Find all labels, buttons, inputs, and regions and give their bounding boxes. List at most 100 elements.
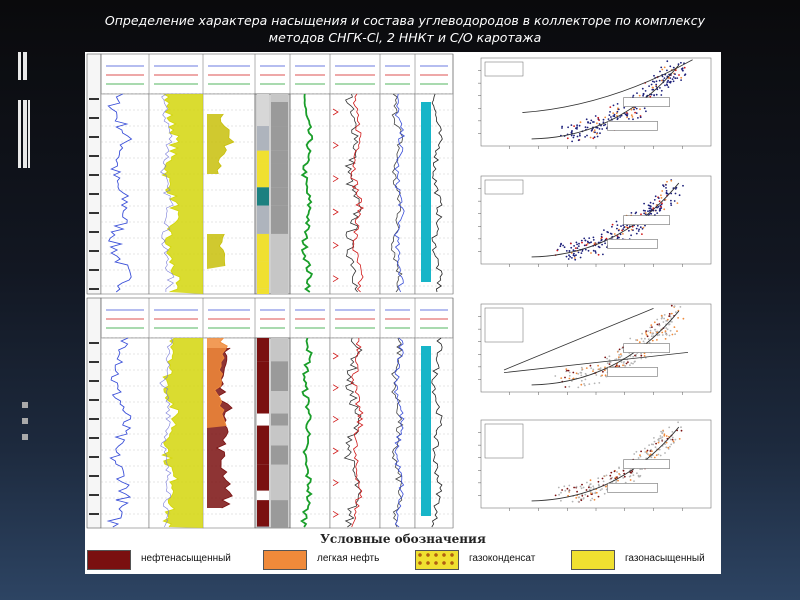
crossplot-point <box>649 450 652 452</box>
crossplot-point <box>657 438 660 441</box>
crossplot-point <box>649 331 652 334</box>
crossplot-point <box>616 110 619 113</box>
crossplot-point <box>622 477 625 479</box>
crossplot-point <box>609 478 612 481</box>
lithology-layer <box>271 233 288 262</box>
crossplot-point <box>635 450 638 453</box>
crossplot-point <box>649 95 652 98</box>
crossplot-point <box>672 80 675 83</box>
crossplot-point <box>671 438 674 441</box>
crossplot-point <box>661 68 664 71</box>
crossplot-point <box>655 83 658 86</box>
crossplot-point <box>560 491 562 494</box>
crossplot-point <box>568 374 571 377</box>
crossplot-point <box>639 116 642 119</box>
crossplot-point <box>626 112 628 114</box>
trend-curve <box>531 182 680 258</box>
crossplot-point <box>580 239 583 242</box>
crossplot-point <box>659 209 662 212</box>
crossplot-point <box>612 104 615 107</box>
crossplot-point <box>628 475 631 478</box>
crossplot-point <box>640 352 642 355</box>
crossplot-point <box>656 339 658 341</box>
crossplot-point <box>590 241 592 244</box>
annotation-box <box>623 97 670 107</box>
crossplot-point <box>627 361 629 363</box>
crossplot-point <box>581 241 583 244</box>
crossplot-point <box>648 444 650 446</box>
crossplot-point <box>593 382 596 385</box>
crossplot-point <box>570 246 573 249</box>
crossplot-point <box>602 253 604 256</box>
crossplot-point <box>664 330 667 332</box>
crossplot-point <box>618 473 620 475</box>
crossplot-point <box>661 75 664 78</box>
crossplot-point <box>656 206 658 209</box>
crossplot-point <box>606 231 609 233</box>
lithology-layer <box>271 464 288 491</box>
crossplot-point <box>659 87 661 89</box>
crossplot-point <box>620 355 623 357</box>
crossplot-point <box>559 245 562 248</box>
crossplot-point <box>644 224 646 227</box>
crossplot-point <box>584 384 586 387</box>
crossplot-point <box>581 494 584 497</box>
crossplot-point <box>599 367 602 369</box>
crossplot-point <box>631 470 634 473</box>
crossplot-point <box>596 122 598 125</box>
crossplot-point <box>663 433 666 436</box>
crossplot-point <box>604 356 607 359</box>
crossplot-point <box>672 440 675 443</box>
crossplot-point <box>586 481 588 484</box>
lithology-layer <box>257 500 269 527</box>
crossplot-point <box>640 337 643 340</box>
crossplot-point <box>615 358 618 361</box>
marker-arrow <box>332 384 339 392</box>
crossplot-point <box>654 195 657 198</box>
crossplot-point <box>585 367 588 369</box>
crossplot-point <box>645 110 647 113</box>
crossplot-point <box>677 421 679 424</box>
crossplot-point <box>606 362 609 365</box>
crossplot-point <box>617 108 620 111</box>
crossplot-point <box>577 373 580 375</box>
crossplot-point <box>609 106 612 108</box>
crossplot-point <box>603 475 605 477</box>
crossplot-point <box>672 76 675 78</box>
crossplot-point <box>615 112 618 115</box>
crossplot-point <box>650 208 653 211</box>
crossplot-legend <box>484 61 524 77</box>
crossplot-point <box>661 202 663 205</box>
log-track <box>329 93 381 295</box>
resistivity-curve <box>343 337 363 528</box>
crossplot-point <box>605 237 608 240</box>
crossplot-point <box>625 362 628 365</box>
crossplot-point <box>585 118 588 121</box>
crossplot-point <box>586 134 588 137</box>
crossplot-point <box>566 369 568 372</box>
crossplot-point <box>658 440 660 442</box>
crossplot-point <box>615 364 618 366</box>
tension-fill <box>421 346 431 516</box>
crossplot-point <box>566 487 569 490</box>
crossplot-point <box>582 486 585 489</box>
crossplot-point <box>577 500 580 503</box>
crossplot-point <box>678 74 680 76</box>
crossplot-point <box>573 245 575 247</box>
tension-curve <box>431 93 443 293</box>
crossplot-point <box>585 244 588 246</box>
legend-label-gas: газонасыщенный <box>625 553 705 564</box>
depth-tick <box>89 212 99 214</box>
content-panel: Условные обозначения нефтенасыщенный лег… <box>85 52 721 574</box>
crossplot-point <box>568 484 571 487</box>
crossplot-point <box>670 204 673 207</box>
crossplot-point <box>659 207 662 210</box>
crossplot-point <box>579 485 582 488</box>
depth-tick <box>89 342 99 344</box>
crossplot-point <box>578 133 581 135</box>
crossplot-point <box>601 236 603 239</box>
crossplot-point <box>609 361 612 364</box>
crossplot-point <box>580 371 583 374</box>
porosity-curve <box>161 93 181 293</box>
crossplot-point <box>635 107 638 110</box>
